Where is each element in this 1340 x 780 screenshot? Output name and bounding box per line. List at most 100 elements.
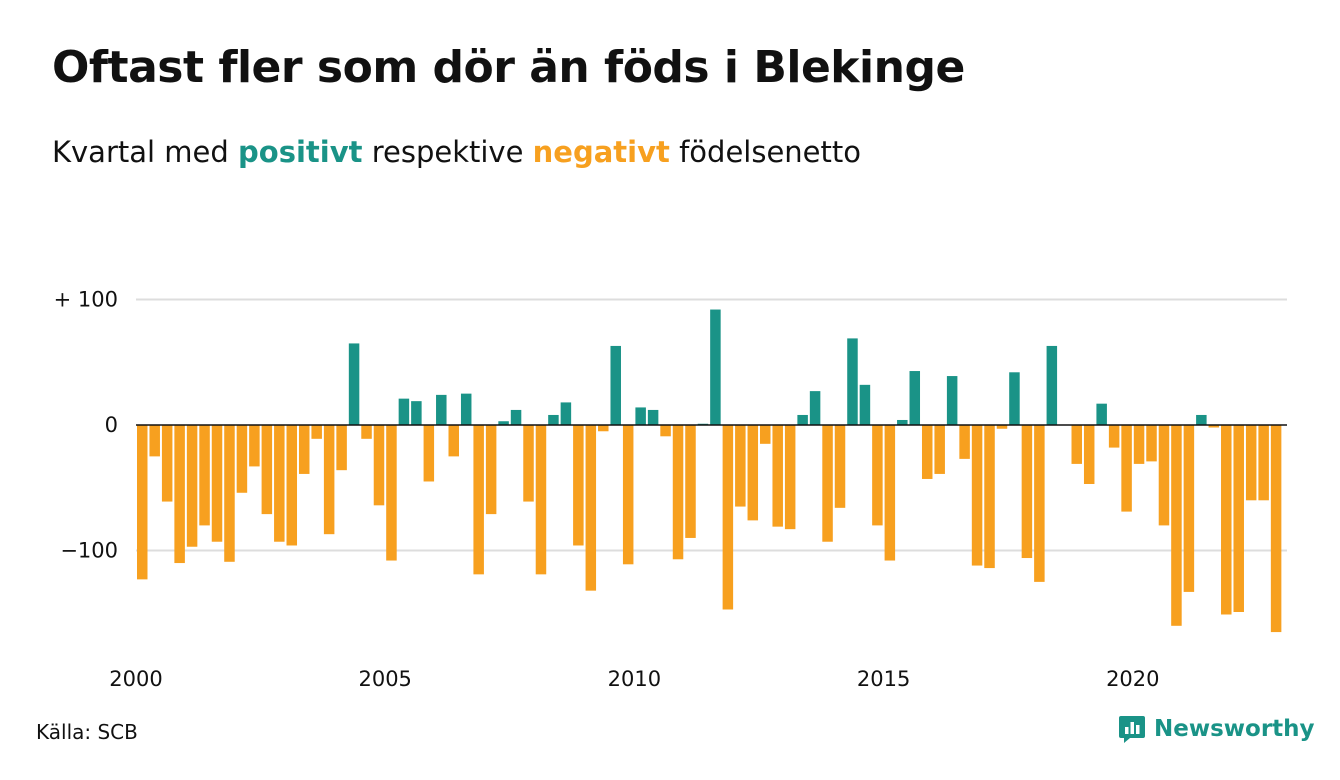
y-tick-label: + 100: [54, 288, 118, 312]
bar-negative: [336, 425, 347, 471]
bar-positive: [1009, 372, 1020, 425]
bar-negative: [236, 425, 248, 493]
bar-negative: [971, 425, 983, 566]
bar-negative: [249, 425, 260, 467]
bar-positive: [635, 407, 646, 425]
bar-negative: [137, 425, 148, 580]
bar-negative: [224, 425, 235, 562]
bar-negative: [373, 425, 385, 506]
bar-negative: [1183, 425, 1195, 592]
bar-negative: [934, 425, 945, 474]
bar-negative: [598, 425, 609, 432]
bars-layer: [137, 309, 1282, 633]
y-tick-label: −100: [60, 539, 118, 563]
bar-positive: [710, 309, 721, 425]
bar-negative: [1083, 425, 1095, 484]
bar-positive: [1096, 403, 1107, 425]
x-tick-label: 2010: [608, 667, 661, 691]
bar-negative: [660, 425, 671, 437]
bar-negative: [772, 425, 783, 527]
bar-positive: [436, 394, 447, 425]
grid-layer: [136, 298, 1287, 552]
bar-negative: [784, 425, 796, 530]
bar-positive: [797, 414, 808, 425]
bar-negative: [523, 425, 534, 502]
bar-negative: [984, 425, 995, 569]
subtitle-middle: respektive: [371, 135, 524, 169]
bar-positive: [548, 414, 559, 425]
bar-negative: [1233, 425, 1244, 612]
subtitle-positive: positivt: [238, 135, 363, 169]
bar-negative: [1208, 425, 1220, 428]
bar-negative: [323, 425, 335, 535]
subtitle-negative: negativt: [532, 135, 670, 169]
bar-negative: [298, 425, 310, 474]
bar-negative: [423, 425, 435, 482]
bar-negative: [622, 425, 634, 565]
bar-negative: [311, 425, 322, 439]
bar-positive: [1046, 345, 1058, 425]
bar-positive: [647, 409, 659, 425]
chart-title: Oftast fler som dör än föds i Blekinge: [52, 42, 965, 93]
bar-positive: [847, 338, 858, 425]
newsworthy-logo-icon: [1119, 716, 1145, 743]
bar-negative: [448, 425, 459, 457]
bar-negative: [286, 425, 298, 546]
bar-positive: [946, 376, 958, 425]
bar-negative: [174, 425, 185, 564]
bar-negative: [1158, 425, 1170, 526]
bar-negative: [1258, 425, 1269, 501]
bar-negative: [722, 425, 734, 610]
bar-negative: [834, 425, 846, 508]
subtitle-suffix: födelsenetto: [679, 135, 861, 169]
bar-negative: [261, 425, 273, 515]
bar-negative: [872, 425, 883, 526]
bar-negative: [161, 425, 173, 502]
bar-negative: [485, 425, 497, 515]
bar-positive: [398, 398, 410, 425]
bar-negative: [1146, 425, 1157, 462]
bar-negative: [361, 425, 372, 439]
bar-positive: [610, 345, 621, 425]
bar-positive: [348, 343, 360, 425]
bar-negative: [959, 425, 970, 459]
bar-negative: [1221, 425, 1232, 615]
chart-subtitle: Kvartal med positivt respektive negativt…: [52, 135, 861, 169]
bar-negative: [685, 425, 696, 538]
bar-negative: [199, 425, 210, 526]
y-tick-label: 0: [105, 413, 118, 437]
bar-positive: [1196, 414, 1207, 425]
bar-negative: [1121, 425, 1132, 512]
bar-negative: [1171, 425, 1182, 626]
source-note: Källa: SCB: [36, 720, 138, 744]
bar-negative: [884, 425, 896, 561]
bar-positive: [897, 419, 908, 425]
bar-positive: [460, 393, 472, 426]
bar-positive: [859, 384, 871, 425]
bar-positive: [510, 409, 522, 425]
bar-negative: [1108, 425, 1120, 448]
x-tick-label: 2005: [358, 667, 411, 691]
bar-negative: [672, 425, 684, 560]
bar-negative: [921, 425, 933, 479]
bar-negative: [996, 425, 1008, 429]
bar-negative: [473, 425, 484, 575]
labels-layer: + 100 0 −100 2000 2005 2010 2015 2020: [54, 288, 1160, 692]
bar-negative: [186, 425, 198, 547]
brand-name: Newsworthy: [1154, 716, 1315, 742]
bar-negative: [1034, 425, 1045, 582]
bar-negative: [573, 425, 584, 546]
x-tick-label: 2020: [1106, 667, 1159, 691]
bar-negative: [747, 425, 759, 521]
bar-positive: [498, 421, 509, 425]
subtitle-prefix: Kvartal med: [52, 135, 229, 169]
bar-negative: [274, 425, 285, 542]
bar-positive: [560, 402, 572, 425]
bar-negative: [535, 425, 547, 575]
bar-positive: [909, 371, 921, 425]
brand-logo: Newsworthy: [1118, 714, 1315, 744]
bar-negative: [211, 425, 223, 542]
x-tick-label: 2000: [109, 667, 162, 691]
bar-negative: [585, 425, 597, 591]
